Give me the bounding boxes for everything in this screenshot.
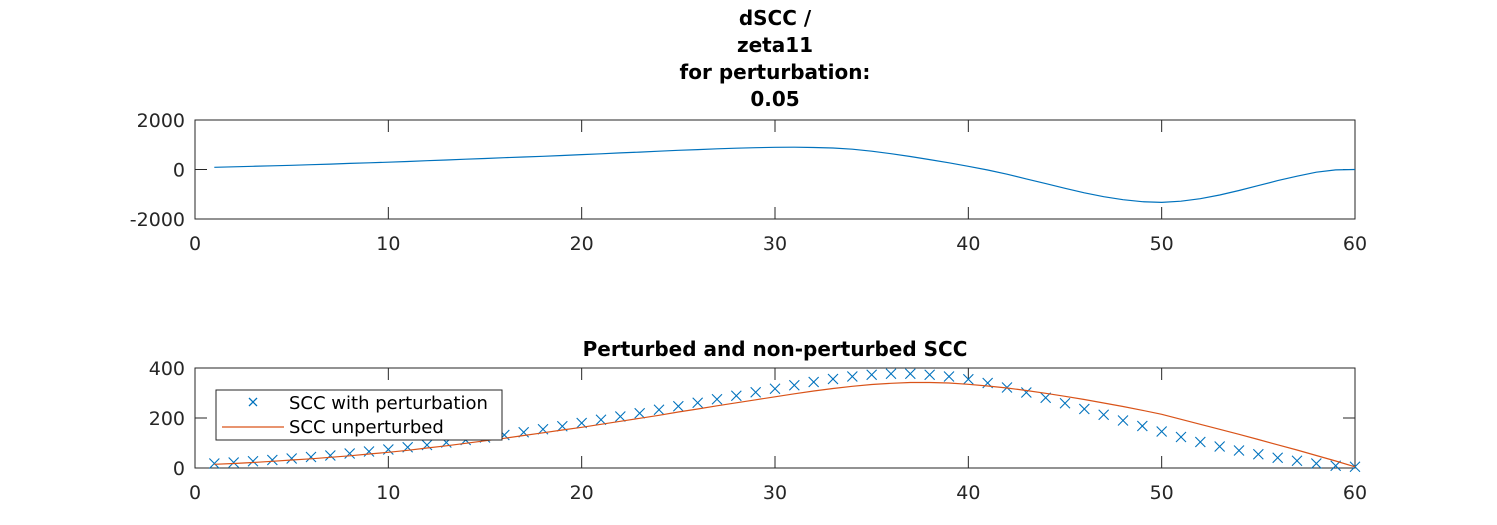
y-axis-ticks: 2000 0 -2000 — [130, 110, 1355, 231]
subplot-dscc: dSCC / zeta11 for perturbation: 0.05 0 10… — [130, 6, 1367, 255]
series-group — [214, 146, 1356, 204]
y-tick-label: 200 — [149, 408, 185, 430]
data-point-x-marker — [885, 368, 897, 380]
x-axis-ticks: 0 10 20 30 40 50 60 — [189, 368, 1367, 504]
data-point-x-marker — [1156, 426, 1168, 437]
data-point-x-marker — [1059, 397, 1071, 409]
data-point-x-marker — [344, 448, 356, 459]
data-point-x-marker — [1252, 448, 1264, 460]
x-tick-label: 10 — [376, 482, 400, 504]
data-point-x-marker — [866, 369, 878, 381]
data-point-x-marker — [962, 373, 974, 385]
data-point-x-marker — [1194, 436, 1206, 448]
data-point-x-marker — [247, 455, 259, 467]
data-point-x-marker — [305, 451, 317, 463]
data-point-x-marker — [228, 457, 240, 468]
x-axis-ticks: 0 10 20 30 40 50 60 — [189, 120, 1367, 255]
y-tick-label: 0 — [173, 458, 185, 480]
data-point-x-marker — [1020, 387, 1032, 398]
data-point-x-marker — [1117, 415, 1129, 426]
y-tick-label: -2000 — [130, 209, 185, 231]
x-tick-label: 60 — [1343, 233, 1367, 255]
data-point-x-marker — [692, 397, 704, 409]
x-tick-label: 40 — [956, 233, 980, 255]
data-point-x-marker — [286, 453, 298, 464]
data-point-x-marker — [750, 386, 762, 398]
data-point-x-marker — [769, 383, 781, 395]
series-line-1 — [214, 381, 1356, 468]
chart-title-line-3: for perturbation: — [680, 60, 871, 84]
data-point-x-marker — [1078, 403, 1090, 415]
data-point-x-marker — [1136, 420, 1148, 432]
data-point-x-marker — [266, 454, 278, 466]
legend-marker-x — [248, 397, 258, 407]
x-tick-label: 10 — [376, 233, 400, 255]
data-point-x-marker — [904, 368, 916, 380]
data-point-x-marker — [1098, 409, 1110, 421]
data-point-x-marker — [730, 390, 742, 402]
legend-box — [215, 389, 503, 441]
data-point-x-marker — [595, 414, 607, 426]
x-tick-label: 0 — [189, 233, 201, 255]
data-point-x-marker — [1310, 458, 1322, 469]
legend: SCC with perturbation SCC unperturbed — [215, 389, 503, 441]
data-point-x-marker — [943, 371, 955, 382]
chart-title-line-1: dSCC / — [739, 6, 812, 30]
data-point-x-marker — [653, 404, 665, 416]
x-tick-label: 20 — [570, 233, 594, 255]
x-tick-label: 30 — [763, 233, 787, 255]
data-point-x-marker — [324, 450, 336, 461]
chart-title: Perturbed and non-perturbed SCC — [583, 337, 968, 361]
data-point-x-marker — [846, 371, 858, 382]
chart-title-line-2: zeta11 — [737, 33, 813, 57]
y-axis-ticks: 400 200 0 — [149, 358, 1355, 480]
series-line-0 — [214, 146, 1356, 204]
data-point-x-marker — [788, 379, 800, 391]
x-tick-label: 50 — [1150, 233, 1174, 255]
data-point-x-marker — [924, 369, 936, 381]
data-point-x-marker — [634, 407, 646, 419]
subplot-scc: Perturbed and non-perturbed SCC 0 10 20 30 4… — [149, 337, 1367, 504]
data-point-x-marker — [827, 373, 839, 385]
data-point-x-marker — [711, 393, 723, 405]
data-point-x-marker — [1233, 445, 1245, 456]
data-point-x-marker — [1272, 452, 1284, 464]
legend-label-unperturbed: SCC unperturbed — [289, 417, 444, 438]
y-tick-label: 0 — [173, 160, 185, 182]
y-tick-label: 400 — [149, 358, 185, 380]
data-point-x-marker — [614, 411, 626, 422]
chart-title-line-4: 0.05 — [750, 87, 799, 111]
data-point-x-marker — [1175, 431, 1187, 443]
data-point-x-marker — [1291, 455, 1303, 467]
data-point-x-marker — [208, 458, 220, 469]
data-point-x-marker — [363, 446, 375, 457]
data-point-x-marker — [1214, 441, 1226, 452]
y-tick-label: 2000 — [137, 110, 185, 132]
x-tick-label: 50 — [1150, 482, 1174, 504]
x-tick-label: 40 — [956, 482, 980, 504]
x-tick-label: 0 — [189, 482, 201, 504]
series-group — [208, 368, 1361, 473]
x-tick-label: 60 — [1343, 482, 1367, 504]
x-tick-label: 30 — [763, 482, 787, 504]
data-point-x-marker — [672, 400, 684, 412]
legend-label-perturbed: SCC with perturbation — [289, 393, 488, 414]
x-tick-label: 20 — [570, 482, 594, 504]
data-point-x-marker — [808, 376, 820, 388]
plot-area-box — [194, 119, 1356, 220]
